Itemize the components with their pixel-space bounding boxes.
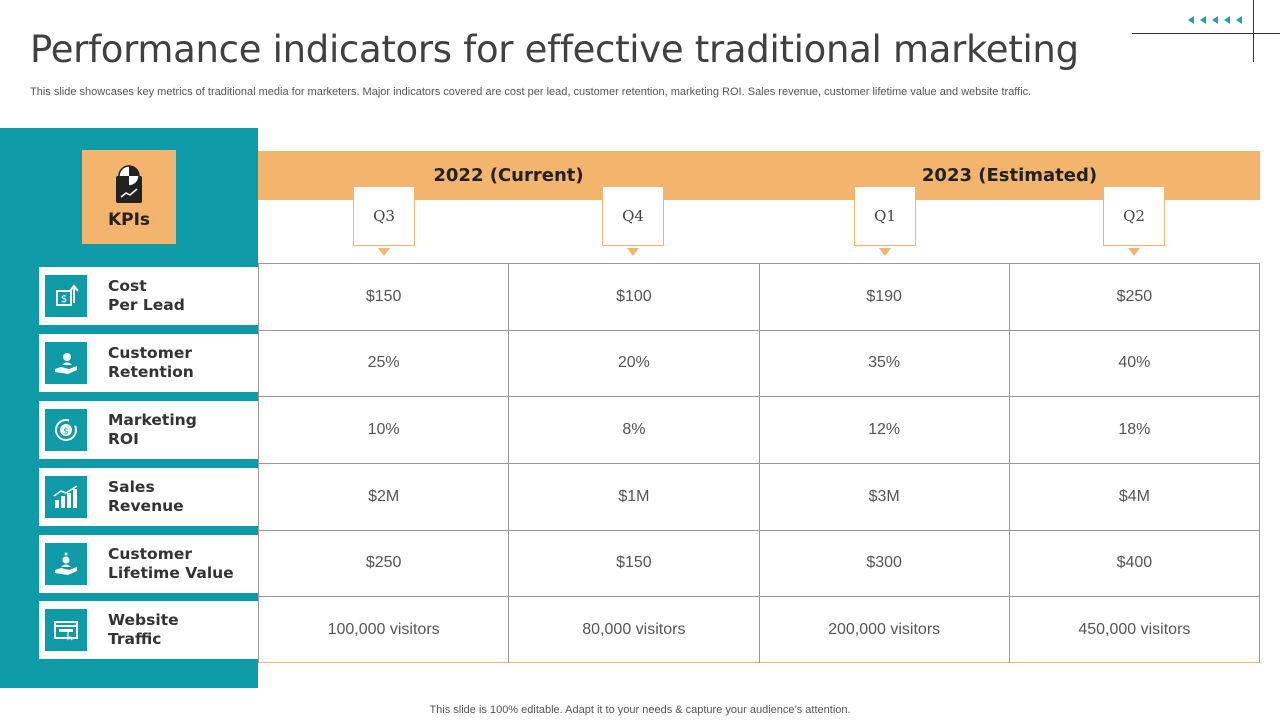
table-cell: 8%	[509, 397, 760, 463]
kpi-header-label: KPIs	[107, 210, 151, 230]
decorative-line-vertical	[1253, 0, 1254, 62]
table-row: 100,000 visitors 80,000 visitors 200,000…	[259, 596, 1260, 663]
kpi-data-table: $150 $100 $190 $250 25% 20% 35% 40% 10% …	[258, 263, 1260, 663]
kpi-name: Sales Revenue	[108, 478, 184, 515]
table-cell: 40%	[1010, 330, 1260, 397]
kpi-name: Cost Per Lead	[108, 277, 185, 314]
money-up-icon: $	[45, 275, 87, 317]
quarter-pointer	[879, 248, 891, 256]
kpi-name: Customer Lifetime Value	[108, 545, 234, 582]
table-row: 25% 20% 35% 40%	[259, 329, 1260, 397]
quarter-label-q2: Q2	[1103, 186, 1165, 246]
table-cell: $4M	[1010, 463, 1260, 530]
kpi-row-customer-lifetime-value: Customer Lifetime Value	[39, 535, 258, 593]
page-subtitle: This slide showcases key metrics of trad…	[30, 86, 1032, 98]
table-cell: 25%	[259, 330, 510, 397]
quarter-pointer	[1128, 248, 1140, 256]
kpi-header-box: KPIs	[82, 150, 176, 244]
year-label-2023: 2023 (Estimated)	[921, 165, 1098, 186]
table-row: 10% 8% 12% 18%	[259, 396, 1260, 463]
table-cell: 100,000 visitors	[259, 597, 510, 663]
table-cell: 18%	[1010, 397, 1260, 463]
table-cell: 12%	[760, 397, 1010, 463]
quarter-label-q4: Q4	[602, 186, 664, 246]
table-cell: $2M	[259, 463, 510, 530]
table-cell: $3M	[760, 463, 1010, 530]
table-row: $2M $1M $3M $4M	[259, 462, 1260, 530]
kpi-row-customer-retention: Customer Retention	[39, 334, 258, 392]
table-cell: 35%	[760, 330, 1010, 397]
table-cell: 10%	[259, 397, 510, 463]
kpi-row-marketing-roi: $ Marketing ROI	[39, 401, 258, 459]
table-cell: 200,000 visitors	[760, 597, 1010, 663]
table-cell: 80,000 visitors	[509, 597, 760, 663]
kpi-name: Marketing ROI	[108, 411, 197, 448]
table-cell: $400	[1010, 530, 1260, 597]
svg-text:$: $	[61, 294, 67, 305]
table-cell: $150	[509, 530, 760, 597]
decorative-line-horizontal	[1132, 33, 1280, 34]
table-cell: $1M	[509, 463, 760, 530]
coin-cycle-icon: $	[45, 409, 87, 451]
year-header-band: 2022 (Current) 2023 (Estimated)	[258, 151, 1260, 200]
browser-window-icon	[45, 609, 87, 651]
table-cell: $250	[259, 530, 510, 597]
quarter-label-q3: Q3	[353, 186, 415, 246]
hand-person-icon	[45, 342, 87, 384]
svg-text:$: $	[63, 427, 69, 437]
quarter-pointer	[627, 248, 639, 256]
quarter-pointer	[378, 248, 390, 256]
kpi-row-sales-revenue: Sales Revenue	[39, 468, 258, 526]
table-cell: $300	[760, 530, 1010, 597]
table-cell: 20%	[509, 330, 760, 397]
kpi-name: Customer Retention	[108, 344, 194, 381]
footer-note: This slide is 100% editable. Adapt it to…	[429, 704, 851, 716]
year-label-2022: 2022 (Current)	[433, 165, 584, 186]
growth-chart-icon	[45, 476, 87, 518]
kpi-name: Website Traffic	[108, 611, 179, 648]
table-row: $250 $150 $300 $400	[259, 529, 1260, 597]
decorative-arrows-icon	[1188, 16, 1242, 24]
pie-chart-report-icon	[116, 165, 142, 203]
kpi-row-website-traffic: Website Traffic	[39, 601, 258, 659]
table-row: $150 $100 $190 $250	[259, 263, 1260, 330]
table-cell: $250	[1010, 264, 1260, 330]
hand-user-icon	[45, 543, 87, 585]
table-cell: $100	[509, 264, 760, 330]
table-cell: $190	[760, 264, 1010, 330]
kpi-row-cost-per-lead: $ Cost Per Lead	[39, 267, 258, 325]
quarter-label-q1: Q1	[854, 186, 916, 246]
page-title: Performance indicators for effective tra…	[30, 28, 1079, 71]
table-cell: $150	[259, 264, 510, 330]
table-cell: 450,000 visitors	[1010, 597, 1260, 663]
